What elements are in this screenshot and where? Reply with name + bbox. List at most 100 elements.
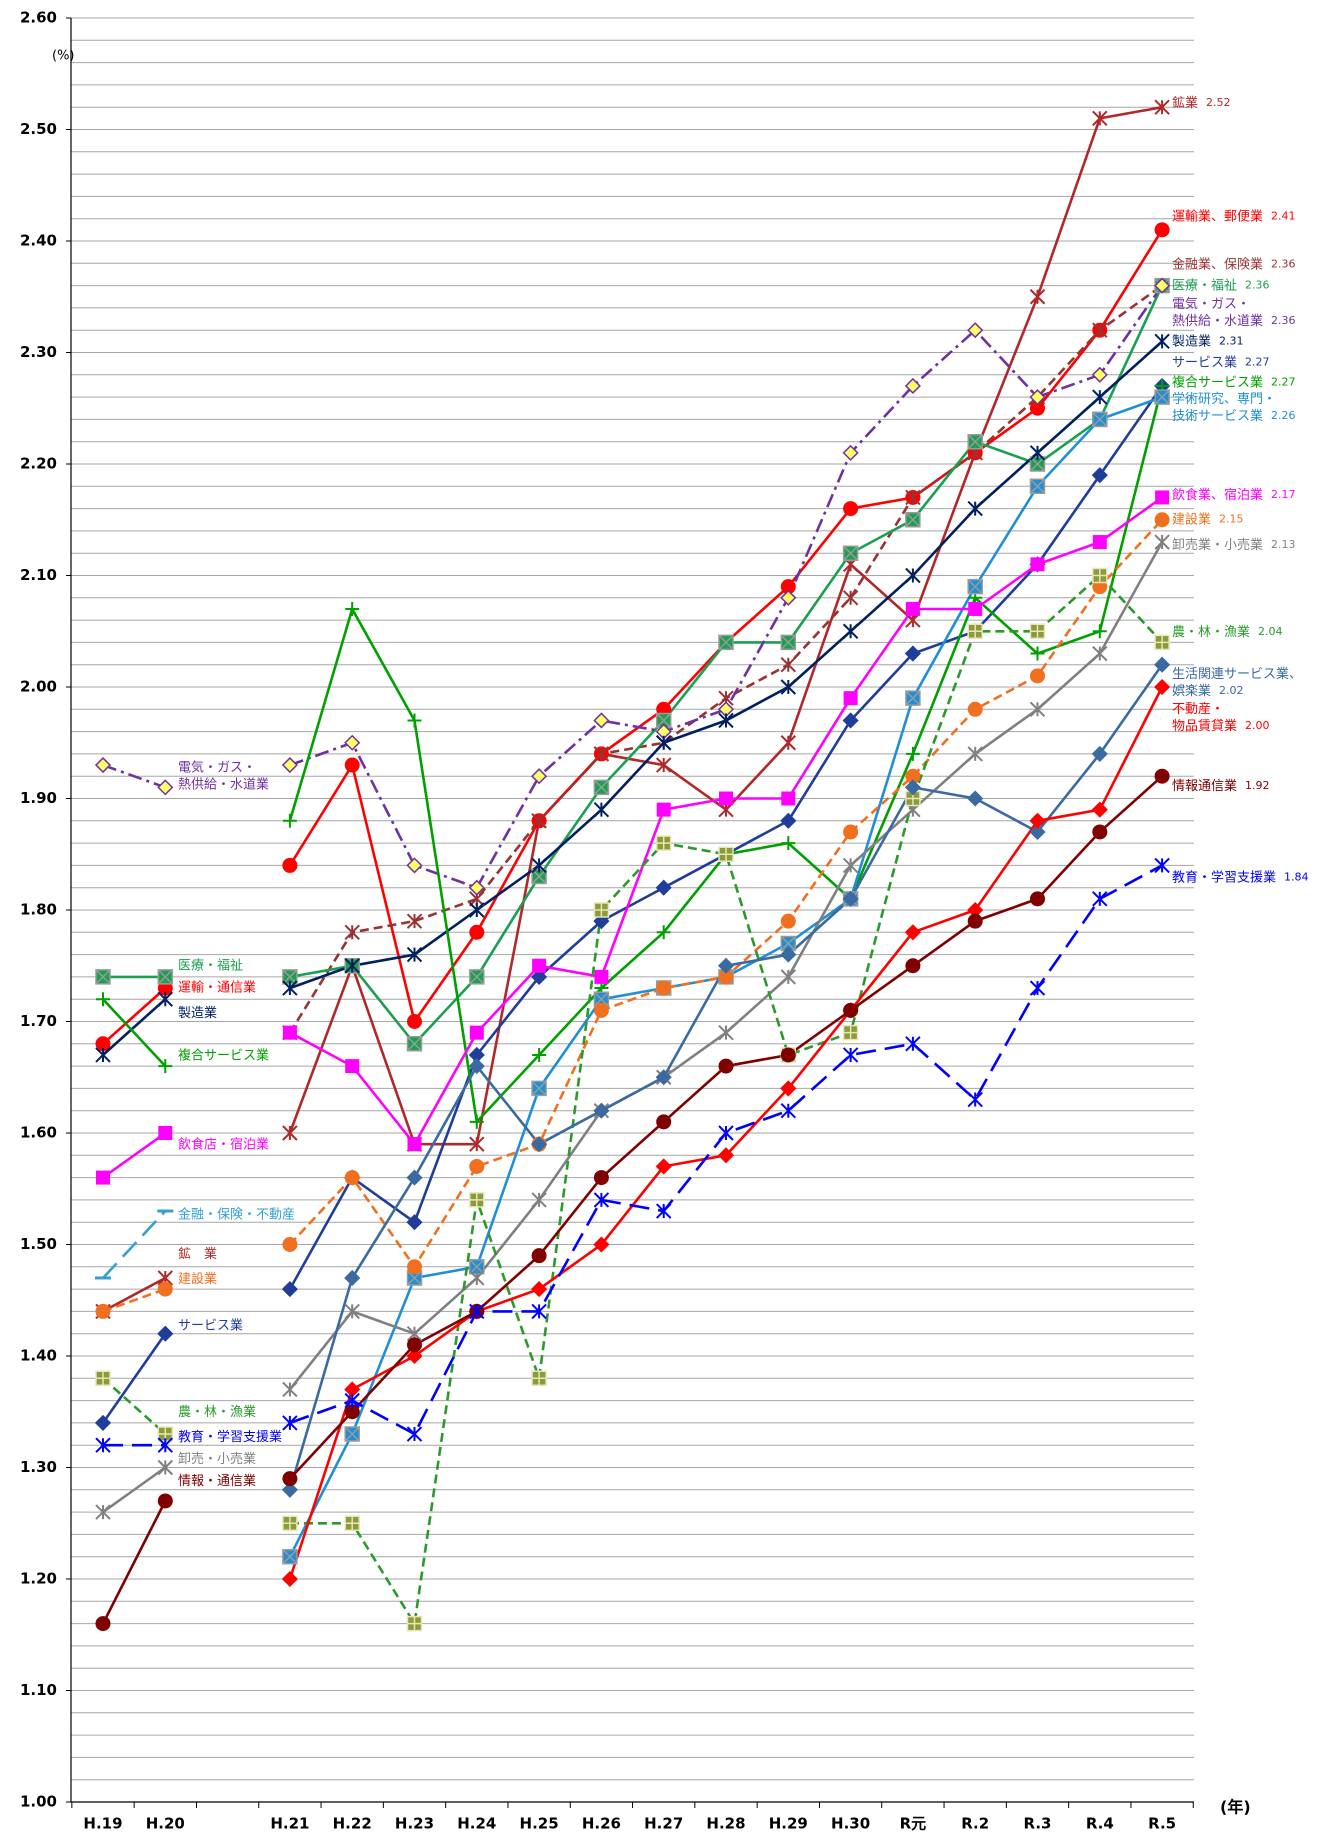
left-label: 複合サービス業 [178,1047,269,1063]
marker [905,489,921,506]
marker [905,601,920,616]
marker [842,590,859,606]
marker [406,946,423,963]
left-label: 鉱 業 [178,1246,217,1262]
marker [345,601,360,616]
marker [531,1192,547,1208]
marker [157,1281,173,1297]
left-label: 飲食店・宿泊業 [178,1136,269,1152]
marker [407,1014,422,1029]
marker [406,857,423,874]
series-label: 運輸業、郵便業 [1172,208,1263,224]
marker [469,1303,485,1320]
marker [531,1248,547,1264]
marker [1029,812,1046,829]
marker [344,757,360,773]
marker [95,1616,111,1632]
marker [532,958,547,973]
series-label: 医療・福祉 [1172,278,1237,293]
marker [842,712,859,729]
series-label: 農・林・漁業 [1172,623,1250,639]
marker [967,433,983,450]
marker [780,679,797,695]
marker [780,969,797,985]
y-tick-label: 2.60 [20,9,57,27]
x-tick-label: H.25 [520,1815,559,1833]
marker [904,645,921,662]
y-tick-label: 1.10 [20,1681,57,1699]
marker [842,1047,859,1063]
marker [593,1236,610,1253]
value-label: 2.41 [1271,209,1296,222]
y-tick-label: 2.30 [20,343,57,361]
x-tick-label: H.29 [769,1815,808,1833]
marker [1154,534,1170,550]
marker [158,1126,173,1140]
marker [282,969,298,985]
marker [1154,333,1170,350]
marker [718,1024,734,1041]
marker [905,958,921,974]
value-label: 2.15 [1219,512,1244,525]
y-tick-label: 1.40 [20,1347,57,1365]
marker [1029,980,1046,996]
marker [1091,801,1108,818]
x-tick-label: R.5 [1148,1815,1176,1833]
marker [905,690,921,706]
marker [344,734,361,751]
marker [1029,289,1046,305]
x-tick-label: H.20 [146,1815,185,1833]
marker [281,1481,298,1498]
marker [1092,891,1108,907]
marker [406,1169,423,1186]
marker [157,779,174,796]
marker [1029,445,1046,461]
x-tick-label: H.28 [706,1815,745,1833]
marker [344,924,360,941]
left-label: 農・林・漁業 [178,1404,256,1420]
marker [406,1036,423,1052]
marker [407,1137,422,1152]
marker [95,1036,111,1052]
x-axis-label: (年) [1220,1798,1251,1817]
marker [717,1147,735,1164]
marker [1091,745,1108,762]
marker [344,1404,360,1420]
marker [593,1192,610,1208]
marker [1154,389,1170,405]
marker [406,1347,423,1365]
value-label: 2.27 [1271,376,1296,389]
marker [967,913,983,929]
marker [468,879,485,896]
marker [1092,824,1108,840]
value-label: 2.00 [1245,719,1270,732]
marker [718,712,734,729]
marker [281,1570,298,1588]
marker [1030,668,1045,684]
marker [1092,411,1108,428]
marker [593,779,610,796]
marker [469,1192,485,1208]
marker [781,836,796,851]
y-tick-label: 1.60 [20,1124,57,1142]
marker [469,1158,485,1174]
marker [780,1047,796,1063]
marker [655,735,672,751]
x-tick-label: H.23 [395,1815,434,1833]
marker [1154,857,1170,874]
marker [344,1303,360,1320]
marker [967,790,984,807]
marker [967,322,984,339]
marker [780,812,797,829]
x-tick-label: H.27 [644,1815,683,1833]
marker [282,1471,298,1487]
marker [531,768,548,785]
series-label: 鉱業 [1172,94,1198,110]
y-tick-label: 1.70 [20,1012,57,1030]
marker [157,1426,174,1442]
marker [842,890,859,907]
value-label: 2.36 [1271,257,1296,270]
marker [157,1325,174,1342]
marker [157,991,174,1007]
marker [1154,634,1170,651]
